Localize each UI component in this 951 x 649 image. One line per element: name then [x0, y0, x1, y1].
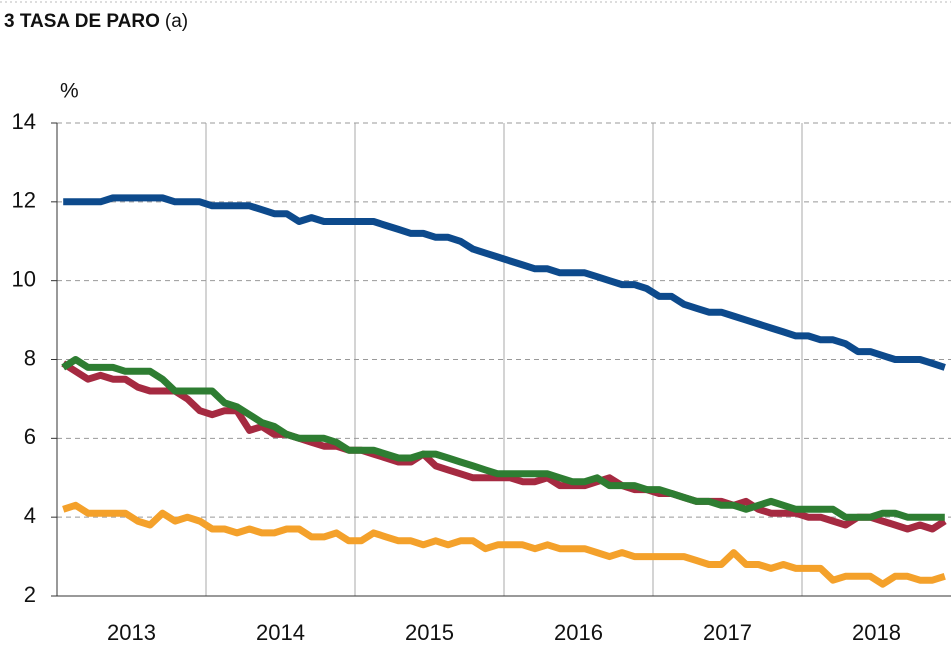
x-tick-label: 2014	[256, 620, 305, 645]
y-tick-label: 8	[24, 345, 36, 370]
y-axis-label: %	[60, 80, 79, 103]
x-tick-label: 2013	[107, 620, 156, 645]
x-tick-label: 2015	[405, 620, 454, 645]
y-tick-label: 14	[12, 109, 36, 134]
y-tick-label: 2	[24, 582, 36, 607]
y-tick-label: 4	[24, 503, 36, 528]
y-tick-label: 6	[24, 424, 36, 449]
x-tick-label: 2017	[703, 620, 752, 645]
y-tick-label: 12	[12, 188, 36, 213]
series-line	[61, 356, 945, 521]
y-tick-label: 10	[12, 266, 36, 291]
series-line	[63, 194, 946, 371]
x-tick-label: 2016	[554, 620, 603, 645]
series-line	[61, 360, 947, 533]
x-tick-label: 2018	[852, 620, 901, 645]
chart-title: 3 TASA DE PARO	[4, 11, 160, 32]
chart-title-group: 3 TASA DE PARO (a)	[4, 11, 188, 32]
title-note: (a)	[165, 11, 188, 32]
series-line	[62, 501, 946, 588]
